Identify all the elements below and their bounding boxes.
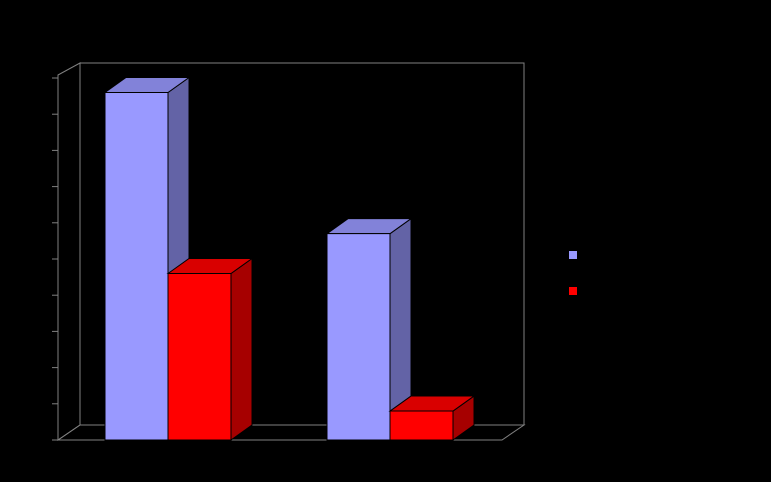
bar	[388, 395, 476, 441]
legend-swatch	[569, 287, 577, 295]
bar-front	[326, 233, 391, 441]
bar-front	[104, 91, 169, 441]
bar-side	[230, 257, 253, 441]
bar-front	[167, 272, 232, 441]
bar-front	[389, 410, 454, 441]
bar	[325, 217, 413, 441]
legend-swatch	[569, 251, 577, 259]
bar	[166, 257, 254, 441]
